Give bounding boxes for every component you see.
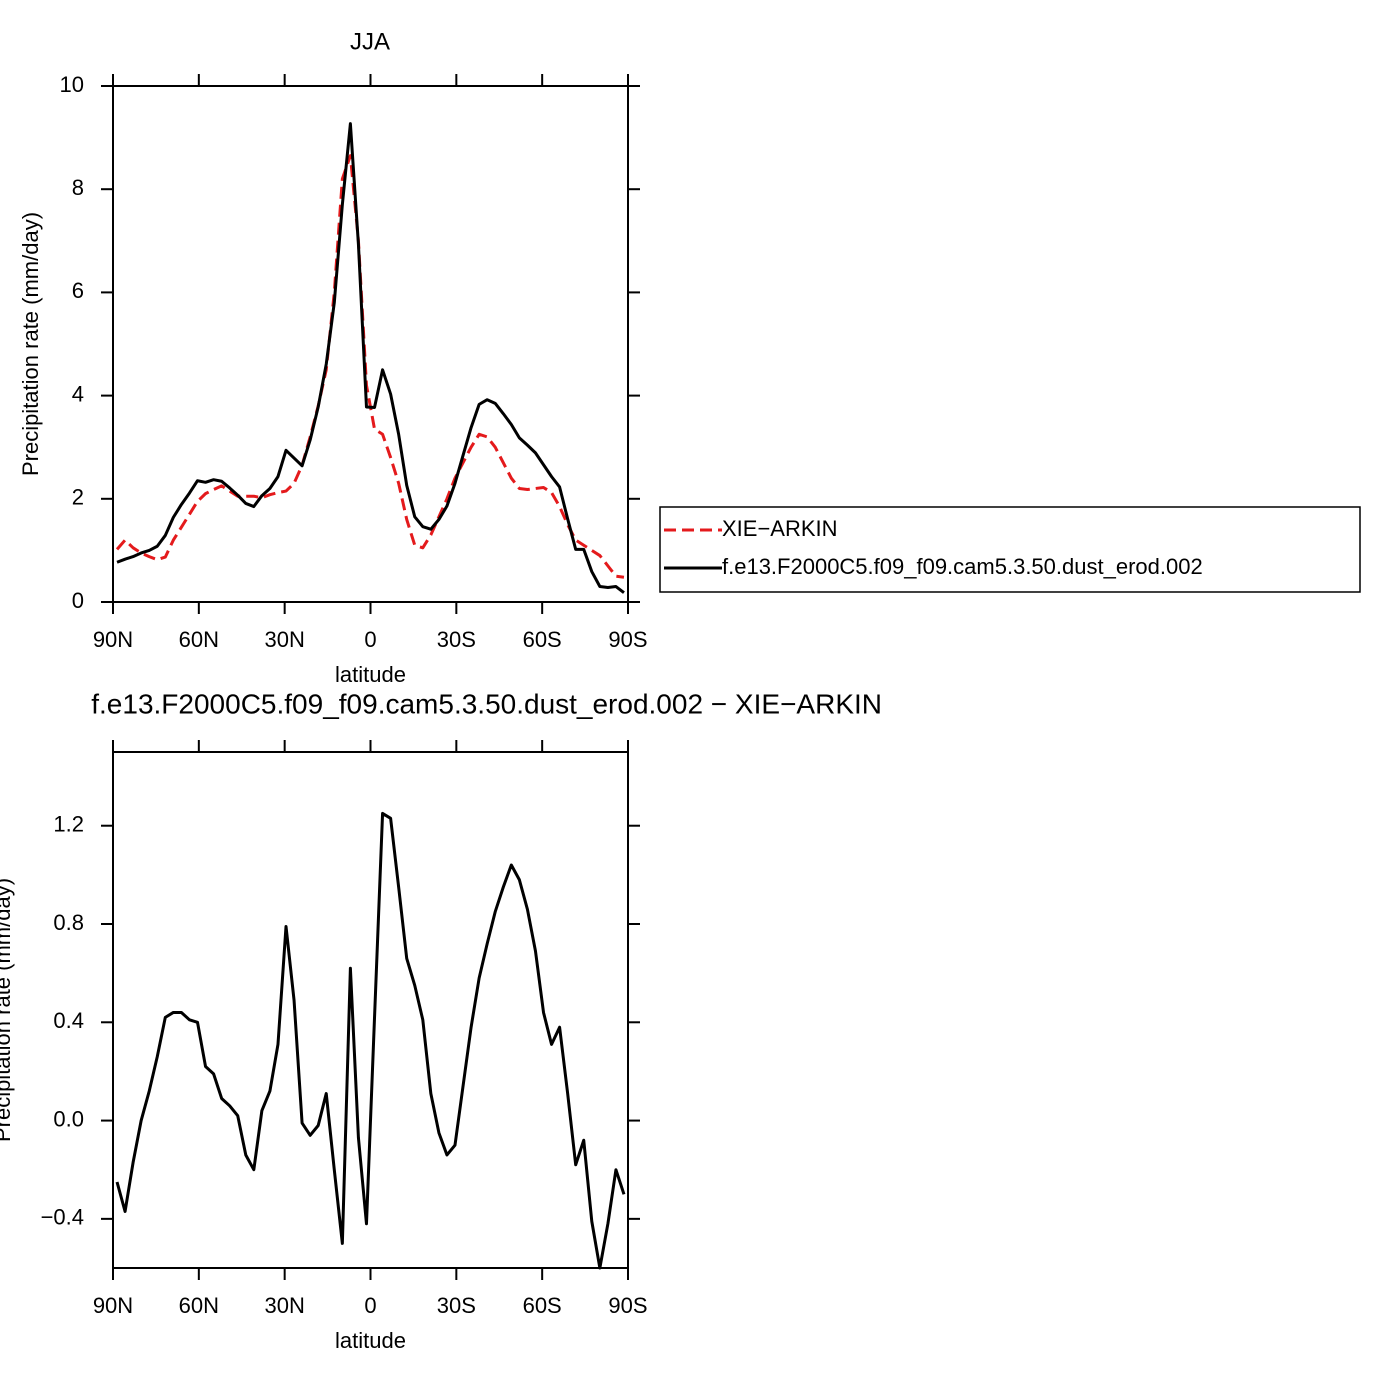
legend-label: XIE−ARKIN — [722, 516, 838, 541]
chart-title: f.e13.F2000C5.f09_f09.cam5.3.50.dust_ero… — [91, 688, 882, 719]
plot-frame — [112, 751, 629, 1269]
legend-label: f.e13.F2000C5.f09_f09.cam5.3.50.dust_ero… — [722, 554, 1203, 579]
x-tick-label: 30S — [437, 1293, 476, 1318]
x-axis-label: latitude — [335, 662, 406, 687]
x-tick-label: 90N — [93, 1293, 133, 1318]
y-axis-label: Precipitation rate (mm/day) — [18, 212, 43, 476]
x-tick-label: 0 — [364, 1293, 376, 1318]
x-axis-label: latitude — [335, 1328, 406, 1353]
y-tick-label: 8 — [72, 175, 84, 200]
y-tick-label: 0.0 — [53, 1106, 84, 1131]
chart-title: JJA — [350, 28, 390, 55]
x-tick-label: 60N — [179, 1293, 219, 1318]
x-tick-label: 90S — [608, 627, 647, 652]
legend-box — [659, 506, 1361, 593]
y-tick-label: −0.4 — [41, 1205, 84, 1230]
x-tick-label: 30S — [437, 627, 476, 652]
data-line — [116, 122, 625, 594]
plot-frame — [112, 85, 629, 603]
x-tick-label: 60S — [523, 627, 562, 652]
y-tick-label: 4 — [72, 381, 84, 406]
y-tick-label: 0.4 — [53, 1008, 84, 1033]
y-axis-label: Precipitation rate (mm/day) — [0, 878, 15, 1142]
x-tick-label: 30N — [264, 1293, 304, 1318]
y-tick-label: 0 — [72, 588, 84, 613]
y-tick-label: 0.8 — [53, 910, 84, 935]
x-tick-label: 60N — [179, 627, 219, 652]
x-tick-label: 90N — [93, 627, 133, 652]
y-tick-label: 1.2 — [53, 812, 84, 837]
y-tick-label: 2 — [72, 485, 84, 510]
y-tick-label: 10 — [60, 72, 84, 97]
x-tick-label: 0 — [364, 627, 376, 652]
x-tick-label: 90S — [608, 1293, 647, 1318]
x-tick-label: 60S — [523, 1293, 562, 1318]
data-line — [115, 811, 626, 1270]
x-tick-label: 30N — [264, 627, 304, 652]
data-line — [115, 154, 625, 579]
y-tick-label: 6 — [72, 278, 84, 303]
